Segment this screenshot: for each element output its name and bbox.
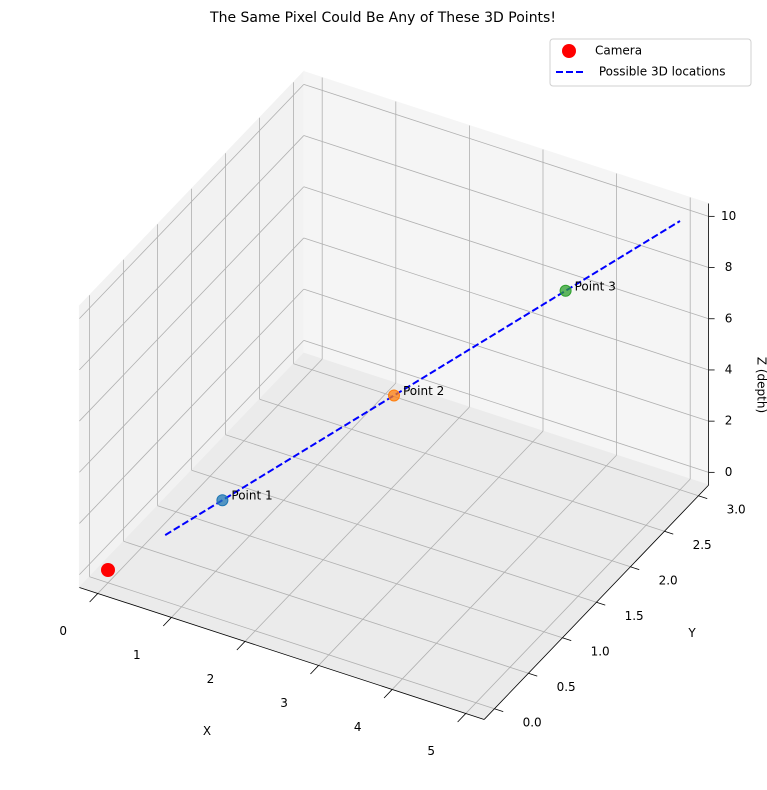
x-axis-label: X xyxy=(203,724,211,738)
camera-point xyxy=(101,563,115,577)
y-tick-label: 0.0 xyxy=(523,716,542,730)
grid-line xyxy=(303,237,709,371)
grid-line xyxy=(79,186,305,422)
z-tick-label: 8 xyxy=(725,260,733,274)
z-tick-label: 0 xyxy=(725,465,733,479)
tick-mark xyxy=(562,637,572,642)
grid-line xyxy=(303,186,709,320)
point xyxy=(388,389,400,402)
point xyxy=(559,284,572,297)
y-axis-line xyxy=(483,484,709,720)
grid-line xyxy=(89,576,495,710)
y-tick-label: 2.0 xyxy=(659,574,678,588)
z-tick-label: 4 xyxy=(725,362,733,376)
legend-marker xyxy=(562,44,576,58)
tick-mark xyxy=(162,617,172,627)
legend-box xyxy=(549,38,752,87)
x-tick-label: 4 xyxy=(354,720,362,734)
grid-line xyxy=(225,434,631,568)
y-tick-label: 2.5 xyxy=(693,538,712,552)
grid-line xyxy=(79,135,305,371)
z-tick-label: 10 xyxy=(721,209,736,223)
tick-mark xyxy=(664,530,674,535)
tick-mark xyxy=(236,641,246,651)
y-tick-label: 3.0 xyxy=(727,503,746,517)
chart-title: The Same Pixel Could Be Any of These 3D … xyxy=(209,10,556,26)
grid-line xyxy=(79,84,305,319)
tick-mark xyxy=(698,495,708,500)
z-tick-label: 6 xyxy=(725,311,733,325)
tick-mark xyxy=(310,665,319,675)
grid-line xyxy=(303,339,709,473)
legend-label: Camera xyxy=(595,44,642,58)
tick-mark xyxy=(494,708,504,713)
legend-label: Possible 3D locations xyxy=(595,65,726,79)
point-label: Point 1 xyxy=(231,489,272,503)
grid-line xyxy=(123,540,529,674)
grid-line xyxy=(303,135,709,268)
tick-mark xyxy=(383,689,393,699)
grid-line xyxy=(157,505,563,639)
grid-line xyxy=(79,237,305,473)
x-tick-label: 2 xyxy=(207,672,215,686)
grid-line xyxy=(191,469,597,603)
point xyxy=(216,494,229,507)
tick-mark xyxy=(596,601,606,606)
grid-line xyxy=(79,340,305,575)
point-label: Point 3 xyxy=(575,279,616,293)
tick-mark xyxy=(630,566,640,571)
grid-line xyxy=(303,288,709,422)
y-tick-label: 1.0 xyxy=(591,645,610,659)
x-tick-label: 5 xyxy=(427,744,435,758)
grid-line xyxy=(303,83,709,217)
tick-mark xyxy=(528,672,538,677)
grid-line xyxy=(79,288,305,524)
x-tick-label: 1 xyxy=(133,648,141,662)
x-axis-line xyxy=(79,587,485,720)
ray-line xyxy=(164,220,681,536)
point-label: Point 2 xyxy=(403,384,444,398)
grid-line xyxy=(293,363,699,497)
y-tick-label: 1.5 xyxy=(625,609,644,623)
x-tick-label: 0 xyxy=(59,624,67,638)
z-tick-label: 2 xyxy=(725,414,733,428)
y-tick-label: 0.5 xyxy=(557,680,576,694)
y-axis-label: Y xyxy=(687,626,696,640)
tick-mark xyxy=(89,593,99,603)
tick-mark xyxy=(457,713,467,723)
x-tick-label: 3 xyxy=(280,696,288,710)
grid-line xyxy=(259,398,665,532)
z-axis-label: Z (depth) xyxy=(755,357,767,413)
